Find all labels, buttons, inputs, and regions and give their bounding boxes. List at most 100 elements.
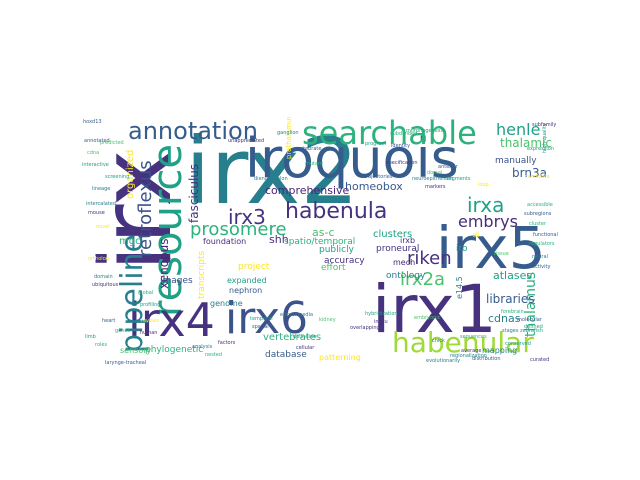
word-analysis: analysis bbox=[192, 344, 213, 350]
word-zli: zli bbox=[473, 232, 480, 239]
word-vertebrates: vertebrates bbox=[263, 332, 322, 343]
word-regionalization: regionalization bbox=[450, 353, 487, 359]
word-shh: shh bbox=[269, 233, 289, 246]
word-evolutionarily: evolutionarily bbox=[426, 358, 461, 364]
word-irxb: irxb bbox=[400, 236, 416, 245]
word-habenula: habenula bbox=[285, 199, 388, 224]
word-riken: riken bbox=[407, 248, 452, 269]
word-expanded: expanded bbox=[227, 276, 267, 285]
word-cluster: cluster bbox=[529, 221, 547, 227]
word-unappreciated: unappreciated bbox=[228, 138, 265, 144]
word-mutant: mutant bbox=[305, 161, 324, 167]
word-mech: mech bbox=[393, 258, 416, 267]
word-chick: chick bbox=[432, 338, 445, 344]
word-irx6: irx6 bbox=[225, 293, 309, 344]
word-program: program bbox=[365, 141, 387, 147]
word-irx5: irx5 bbox=[436, 214, 546, 282]
word-e14-5: e14.5 bbox=[455, 276, 464, 299]
word-foundation: foundation bbox=[203, 237, 247, 246]
word-project: project bbox=[238, 262, 270, 272]
word-ganglion: ganglion bbox=[277, 130, 299, 136]
word-patterning: patterning bbox=[319, 353, 361, 362]
word-global: global bbox=[138, 290, 154, 296]
word-hoxd13: hoxd13 bbox=[83, 119, 102, 125]
word-expression: expression bbox=[527, 146, 554, 152]
word-defined: defined bbox=[524, 324, 543, 330]
word-irx2: irx2 bbox=[185, 118, 359, 225]
word-dorsal: dorsal bbox=[427, 170, 443, 176]
word-neuroepithelium: neuroepithelium bbox=[412, 176, 454, 182]
word-images: images bbox=[160, 276, 193, 286]
word-temporal: temporal bbox=[250, 316, 273, 322]
word-anterior: anterior bbox=[438, 164, 458, 170]
word-diencephalon: diencephalon bbox=[254, 176, 288, 182]
word-as-c: as-c bbox=[312, 226, 335, 239]
word-reveals: reveals bbox=[141, 318, 160, 324]
word-screening: screening bbox=[105, 174, 130, 180]
word-predicted: predicted bbox=[100, 140, 124, 146]
word-spatial: spatial bbox=[252, 324, 269, 330]
word-distribution: distribution bbox=[472, 356, 501, 362]
word-homeobox: homeobox bbox=[345, 180, 403, 193]
word-mgc: mgc bbox=[119, 236, 141, 247]
word-ortholog: ortholog bbox=[88, 256, 109, 262]
word-mouse: mouse bbox=[88, 210, 105, 216]
word-heart: heart bbox=[102, 318, 116, 324]
word-activity: activity bbox=[532, 264, 551, 270]
word-henle: henle bbox=[496, 120, 541, 139]
word-lineage: lineage bbox=[92, 186, 111, 192]
word-specification: specification bbox=[386, 160, 418, 166]
word-clusters: clusters bbox=[373, 229, 413, 240]
word-effort: effort bbox=[321, 263, 346, 273]
word-habenular: habenular bbox=[392, 326, 534, 359]
word-genes: genes bbox=[115, 328, 131, 334]
word-interactive: interactive bbox=[82, 162, 109, 168]
word-irx4: irx4 bbox=[128, 293, 215, 347]
word-embryonic: embryonic bbox=[414, 315, 441, 321]
word-subdivided: subdivided bbox=[390, 131, 418, 137]
word-overlapping: overlapping bbox=[350, 325, 380, 331]
word-hybridization: hybridization bbox=[365, 311, 398, 317]
word-cellular: cellular bbox=[296, 345, 315, 351]
word-novel: novel bbox=[96, 224, 110, 230]
word-delineate: delineate bbox=[293, 334, 317, 340]
word-encyclopedia: encyclopedia bbox=[280, 312, 314, 318]
word-roles: roles bbox=[95, 342, 108, 348]
word-proneural: proneural bbox=[376, 244, 420, 254]
word-accessible: accessible bbox=[527, 202, 553, 208]
word-limb: limb bbox=[85, 334, 96, 340]
word-stages: stages bbox=[502, 328, 519, 334]
word-database: database bbox=[265, 350, 307, 360]
word-accuracy: accuracy bbox=[324, 256, 365, 266]
word-genome: genome bbox=[210, 299, 243, 308]
word-cloud: irx irx2 iroquois resource irx5 irx1 irx4 irx6 s… bbox=[80, 117, 560, 365]
word-markers: markers bbox=[425, 184, 446, 190]
word-segments: segments bbox=[446, 176, 471, 182]
word-kidney: kidney bbox=[319, 317, 336, 323]
word-identity: identity bbox=[391, 143, 411, 149]
word-trajectories: trajectories bbox=[364, 174, 393, 180]
word-searchable: searchable bbox=[302, 117, 477, 152]
word-brn3a: brn3a bbox=[512, 166, 547, 180]
word-irx3: irx3 bbox=[228, 205, 266, 229]
word-functional: functional bbox=[533, 232, 558, 238]
word-prethalamus: prethalamus bbox=[285, 117, 293, 159]
word-phylogenetic: phylogenetic bbox=[145, 345, 204, 355]
word-transcripts: transcripts bbox=[197, 250, 207, 299]
word-ontology: ontology bbox=[386, 271, 426, 281]
word-subfamily: subfamily bbox=[532, 122, 557, 128]
word-atlases: atlases bbox=[493, 269, 533, 282]
word-domain: domain bbox=[94, 274, 113, 280]
word-embrys: embrys bbox=[458, 212, 518, 231]
word-mapping: mapping bbox=[482, 346, 518, 355]
word-curated: curated bbox=[530, 357, 550, 363]
word-molecular: molecular bbox=[517, 317, 542, 323]
word-candidate: candidate bbox=[525, 174, 550, 180]
word-irxa: irxa bbox=[467, 193, 505, 217]
word-irx2a: irx2a bbox=[400, 269, 446, 290]
word-conserved: conserved bbox=[505, 341, 531, 347]
word-thalamic: thalamic bbox=[500, 136, 552, 150]
word-profiling: profiling bbox=[140, 302, 161, 308]
word-subregions: subregions bbox=[524, 211, 552, 217]
word-publicly: publicly bbox=[319, 245, 354, 255]
